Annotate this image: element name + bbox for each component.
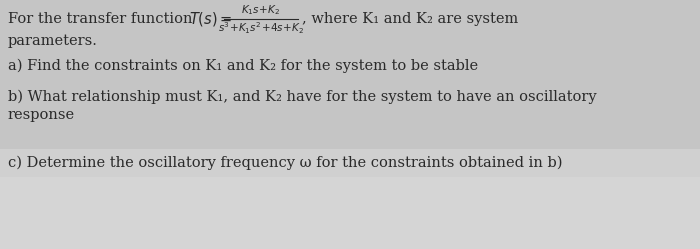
Text: parameters.: parameters. xyxy=(8,34,98,48)
Text: $K_1s\!+\! K_2$: $K_1s\!+\! K_2$ xyxy=(241,3,281,17)
Text: b) What relationship must K₁, and K₂ have for the system to have an oscillatory: b) What relationship must K₁, and K₂ hav… xyxy=(8,90,596,104)
Text: c) Determine the oscillatory frequency ω for the constraints obtained in b): c) Determine the oscillatory frequency ω… xyxy=(8,156,563,170)
Text: $s^3\!+\!K_1s^2\!+\!4s\!+\!K_2$: $s^3\!+\!K_1s^2\!+\!4s\!+\!K_2$ xyxy=(218,20,304,36)
Text: For the transfer function: For the transfer function xyxy=(8,12,197,26)
Text: , where K₁ and K₂ are system: , where K₁ and K₂ are system xyxy=(302,12,518,26)
Bar xyxy=(0,0,700,149)
Text: $T(s) =$: $T(s) =$ xyxy=(189,10,232,28)
Bar xyxy=(0,149,700,177)
Text: a) Find the constraints on K₁ and K₂ for the system to be stable: a) Find the constraints on K₁ and K₂ for… xyxy=(8,59,478,73)
Text: response: response xyxy=(8,108,75,122)
Bar xyxy=(0,149,700,249)
